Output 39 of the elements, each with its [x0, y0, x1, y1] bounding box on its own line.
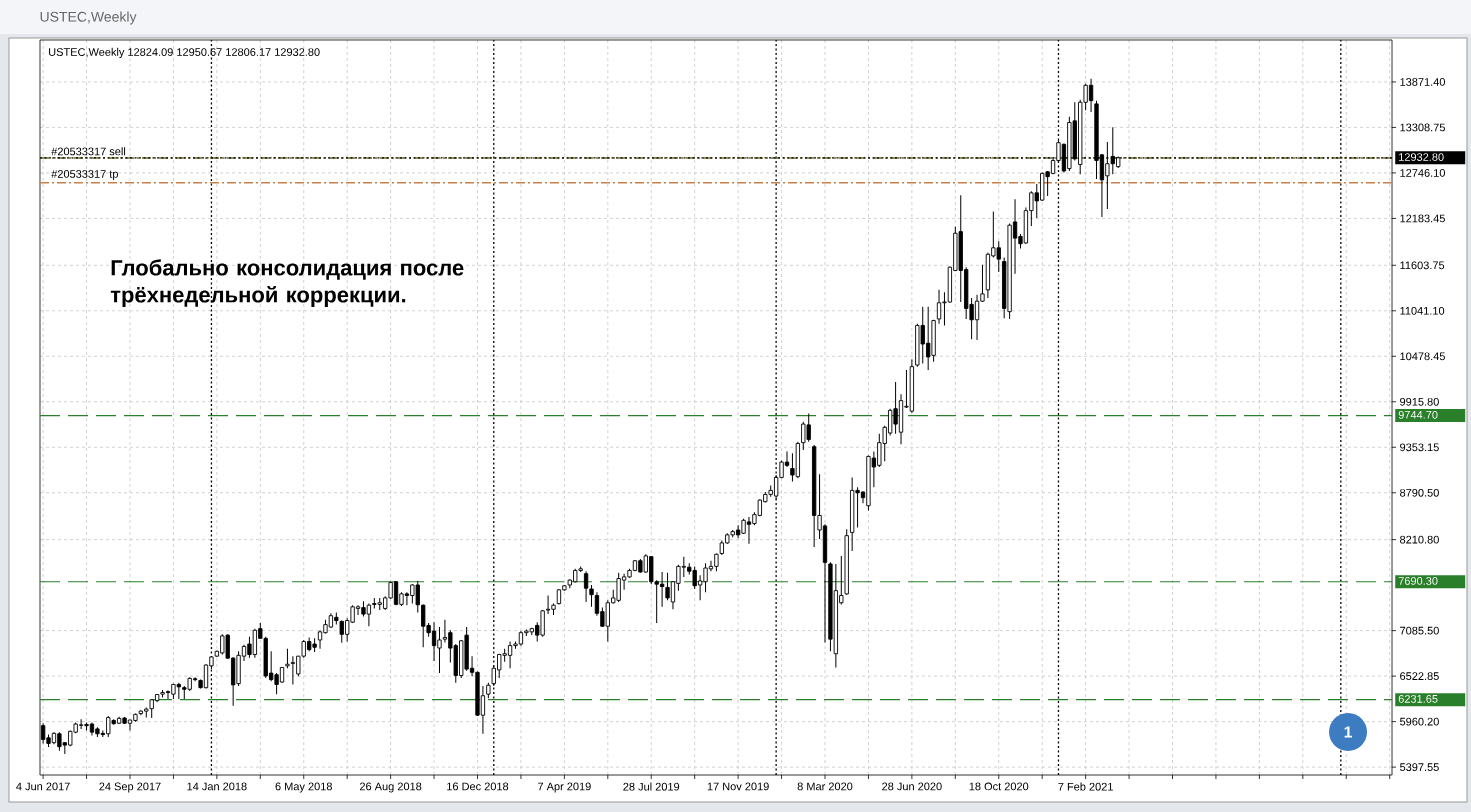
y-tick-label: 10478.45 — [1400, 352, 1445, 361]
x-tick-label: 7 Apr 2019 — [538, 782, 591, 793]
x-tick-label: 24 Sep 2017 — [99, 782, 161, 793]
y-tick-label: 12183.45 — [1400, 214, 1445, 223]
x-tick-label: 6 May 2018 — [275, 782, 332, 793]
x-tick-label: 17 Nov 2019 — [707, 782, 769, 791]
x-tick-label: 28 Jun 2020 — [882, 782, 942, 791]
x-tick-label: 18 Oct 2020 — [969, 782, 1029, 791]
y-tick-label: 11041.10 — [1400, 306, 1445, 315]
x-tick-label: 26 Aug 2018 — [359, 782, 422, 793]
ref-line-label: #20533317 tp — [51, 170, 118, 180]
annotation: Глобально консолидация после трёхнедельной коррекции. — [110, 259, 464, 307]
ref-line-label: 6231.65 — [1398, 695, 1438, 703]
text: USTEC,Weekly 12824.09 12950.67 12806.17 12932.80 — [49, 47, 320, 59]
ref-line-label: 7690.30 — [1398, 577, 1438, 585]
y-tick-label: 9915.80 — [1400, 397, 1439, 406]
x-tick-label: 7 Feb 2021 — [1058, 782, 1113, 791]
y-tick-label: 5960.20 — [1400, 717, 1439, 726]
ref-line-label: 9744.70 — [1398, 410, 1438, 419]
y-tick-label: 6522.85 — [1400, 672, 1439, 681]
candlestick — [285, 648, 290, 669]
ref-line-label: 12932.80 — [1399, 153, 1444, 161]
y-tick-label: 7085.50 — [1400, 626, 1439, 635]
chart-title: USTEC,Weekly — [40, 11, 137, 25]
x-tick-label: 14 Jan 2018 — [187, 782, 247, 791]
y-tick-label: 8210.80 — [1400, 535, 1439, 544]
y-tick-label: 12746.10 — [1400, 169, 1445, 177]
annotation: 1 — [1344, 726, 1353, 738]
y-tick-label: 13308.75 — [1400, 123, 1445, 132]
x-tick-label: 4 Jun 2017 — [16, 782, 70, 791]
y-tick-label: 13871.40 — [1400, 78, 1445, 86]
ref-line-label: #20533317 sell — [51, 147, 126, 156]
y-tick-label: 8790.50 — [1400, 488, 1439, 497]
x-tick-label: 16 Dec 2018 — [447, 782, 509, 791]
x-tick-label: 8 Mar 2020 — [797, 782, 853, 791]
y-tick-label: 11603.75 — [1400, 261, 1445, 270]
y-tick-label: 9353.15 — [1400, 443, 1439, 452]
x-tick-label: 28 Jul 2019 — [623, 782, 680, 791]
y-tick-label: 5397.55 — [1400, 763, 1439, 772]
